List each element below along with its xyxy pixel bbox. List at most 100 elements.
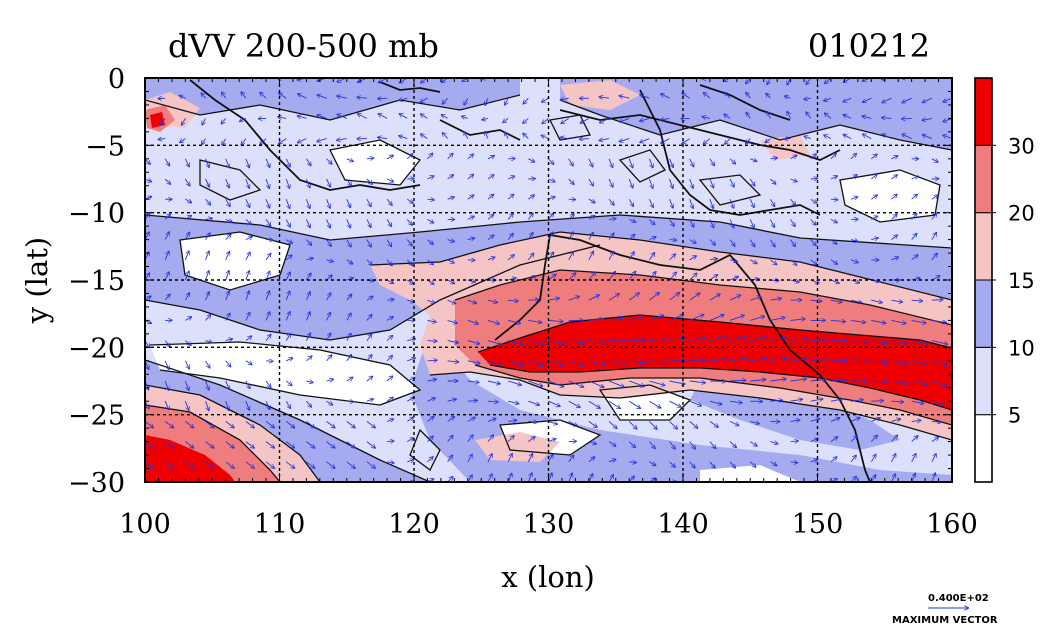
wind-vector (931, 421, 941, 422)
wind-vector (640, 118, 650, 121)
wind-vector (749, 461, 755, 467)
wind-vector (286, 358, 292, 361)
wind-vector (911, 319, 926, 323)
wind-vector (850, 418, 860, 422)
wind-vector (337, 114, 347, 119)
wind-vector (467, 195, 474, 200)
wind-vector (804, 136, 811, 138)
wind-vector (729, 158, 735, 164)
wind-vector (245, 461, 254, 468)
wind-vector (326, 400, 333, 405)
wind-vector (709, 315, 724, 321)
wind-vector (609, 341, 625, 342)
wind-vector (164, 214, 170, 220)
wind-vector (326, 313, 331, 321)
wind-vector (669, 272, 677, 281)
wind-vector (863, 134, 872, 140)
wind-vector (882, 134, 892, 140)
wind-vector (810, 219, 816, 224)
wind-vector (326, 260, 333, 262)
wind-vector (527, 473, 531, 482)
wind-vector (729, 260, 737, 262)
wind-vector (407, 460, 413, 462)
wind-vector (628, 400, 640, 408)
wind-vector (487, 195, 493, 200)
wind-vector (548, 197, 555, 199)
wind-vector (608, 380, 624, 387)
wind-vector (386, 280, 393, 283)
wind-vector (447, 399, 456, 401)
wind-vector (709, 219, 714, 227)
wind-vector (487, 454, 492, 463)
wind-vector (164, 178, 170, 184)
wind-vector (790, 420, 800, 421)
wind-vector (729, 199, 733, 208)
wind-vector (145, 461, 153, 468)
wind-vectors (145, 78, 952, 482)
wind-vector (790, 462, 798, 463)
wind-vector (386, 317, 393, 321)
wind-vector (346, 159, 353, 162)
wind-vector (689, 381, 705, 383)
wind-vector (891, 156, 897, 159)
wind-vector (225, 380, 230, 389)
wind-vector (467, 475, 472, 482)
wind-vector (306, 441, 314, 448)
wind-vector (265, 291, 269, 301)
wind-vector (851, 300, 862, 302)
wind-vector (648, 178, 652, 188)
wind-vector (804, 98, 811, 99)
wind-vector (467, 435, 473, 442)
wind-vector (387, 299, 394, 300)
wind-vector (709, 359, 726, 361)
wind-vector (241, 92, 247, 99)
wind-vector (725, 138, 731, 144)
wind-vector (608, 360, 625, 364)
wind-vector (689, 400, 701, 406)
wind-vector (870, 455, 875, 463)
wind-vector (770, 298, 781, 300)
wind-vector (487, 401, 498, 402)
wind-vector (588, 198, 595, 202)
wind-vector (407, 300, 414, 302)
wind-vector (548, 400, 560, 406)
wind-vector (729, 441, 736, 448)
wind-vector (729, 295, 740, 301)
wind-vector (568, 252, 574, 261)
wind-vector (527, 253, 533, 261)
wind-vector (568, 473, 573, 482)
wind-vector (326, 178, 331, 187)
wind-vector (600, 139, 610, 141)
wind-vector (628, 421, 636, 428)
x-tick-label: 140 (657, 509, 709, 540)
wind-vector (608, 158, 613, 167)
wind-vector (628, 293, 639, 301)
wind-vector (205, 341, 212, 343)
wind-vector (951, 421, 952, 422)
wind-vector (669, 461, 675, 467)
wind-vector (588, 442, 596, 444)
wind-vector (911, 194, 917, 200)
wind-vector (407, 198, 413, 203)
wind-vector (245, 158, 249, 168)
wind-vector (407, 397, 414, 402)
wind-vector (628, 198, 633, 206)
wind-vector (406, 154, 412, 160)
wind-vector (709, 294, 720, 301)
wind-vector (298, 94, 307, 99)
wind-vector (870, 435, 877, 442)
wind-vector (358, 114, 368, 119)
wind-vector (689, 199, 693, 208)
wind-vector (407, 358, 415, 361)
wind-vector (951, 381, 952, 382)
wind-vector (629, 340, 645, 341)
wind-vector (406, 239, 412, 246)
wind-vector (649, 361, 665, 362)
wind-vector (689, 178, 693, 188)
wind-vector (661, 138, 670, 143)
wind-vector (508, 300, 518, 301)
wind-vector (386, 198, 392, 205)
wind-vector (911, 300, 923, 301)
wind-vector (145, 421, 153, 427)
wind-vector (164, 232, 169, 240)
